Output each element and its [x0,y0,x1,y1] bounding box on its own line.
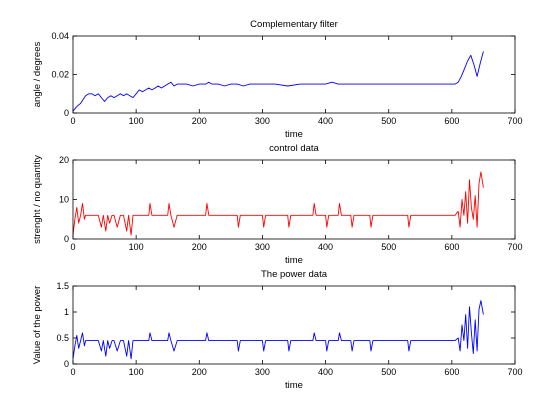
y-tick-label: 1.5 [56,281,69,291]
axes-frame [72,35,516,114]
x-tick-label: 400 [318,242,333,252]
x-tick-label: 200 [192,116,207,126]
x-tick-label: 500 [381,116,396,126]
subplot-1: 0 100 200 300 400 500 600 700 0 0.02 0.04 Complemen… [32,19,523,140]
x-axis-label: time [285,380,303,391]
x-tick-label: 100 [129,116,144,126]
subplot-title: The power data [261,269,328,280]
x-tick-label: 100 [129,242,144,252]
y-tick-label: 0 [64,108,69,118]
x-tick-label: 700 [507,367,522,377]
x-tick-label: 600 [444,242,459,252]
x-tick-label: 200 [192,367,207,377]
y-tick-label: 0.5 [56,333,69,343]
y-tick-label: 1 [64,307,69,317]
subplot-title: Complementary filter [250,19,338,30]
y-axis-label: angle / degrees [32,42,43,108]
x-axis-label: time [285,129,303,140]
series-line-2-1 [72,171,484,236]
x-tick-label: 500 [381,367,396,377]
subplot-3: 0 100 200 300 400 500 600 700 0 0.5 1 1.5 The power … [32,269,523,391]
axes-frame [72,285,516,365]
x-tick-label: 300 [255,242,270,252]
x-tick-label: 300 [255,116,270,126]
x-tick-label: 0 [70,116,75,126]
x-tick-label: 0 [70,367,75,377]
series-line-3-1 [72,300,484,360]
x-tick-label: 100 [129,367,144,377]
y-tick-label: 0 [64,359,69,369]
y-axis-label: strenght / no quantity [32,155,43,244]
x-tick-label: 400 [318,367,333,377]
x-tick-label: 300 [255,367,270,377]
series-line-1-1 [72,51,484,112]
y-tick-label: 0.02 [51,70,69,80]
y-axis-label: Value of the power [32,286,43,365]
x-axis-label: time [285,255,303,266]
x-tick-label: 700 [507,242,522,252]
axes-frame [72,159,516,240]
x-tick-label: 0 [70,242,75,252]
y-tick-label: 10 [59,195,69,205]
x-tick-label: 700 [507,116,522,126]
subplot-2: 0 100 200 300 400 500 600 700 0 10 20 control data t… [32,143,523,266]
subplot-title: control data [269,143,319,154]
y-tick-label: 0.04 [51,31,69,41]
x-tick-label: 200 [192,242,207,252]
x-tick-label: 600 [444,367,459,377]
x-tick-label: 600 [444,116,459,126]
x-tick-label: 500 [381,242,396,252]
y-tick-label: 0 [64,234,69,244]
x-tick-label: 400 [318,116,333,126]
y-tick-label: 20 [59,155,69,165]
